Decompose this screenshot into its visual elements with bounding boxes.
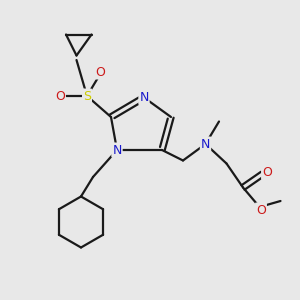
Text: O: O <box>55 89 65 103</box>
Text: N: N <box>112 143 122 157</box>
Text: O: O <box>262 166 272 179</box>
Text: N: N <box>139 91 149 104</box>
Text: S: S <box>83 89 91 103</box>
Text: N: N <box>201 137 210 151</box>
Text: O: O <box>256 203 266 217</box>
Text: O: O <box>96 65 105 79</box>
